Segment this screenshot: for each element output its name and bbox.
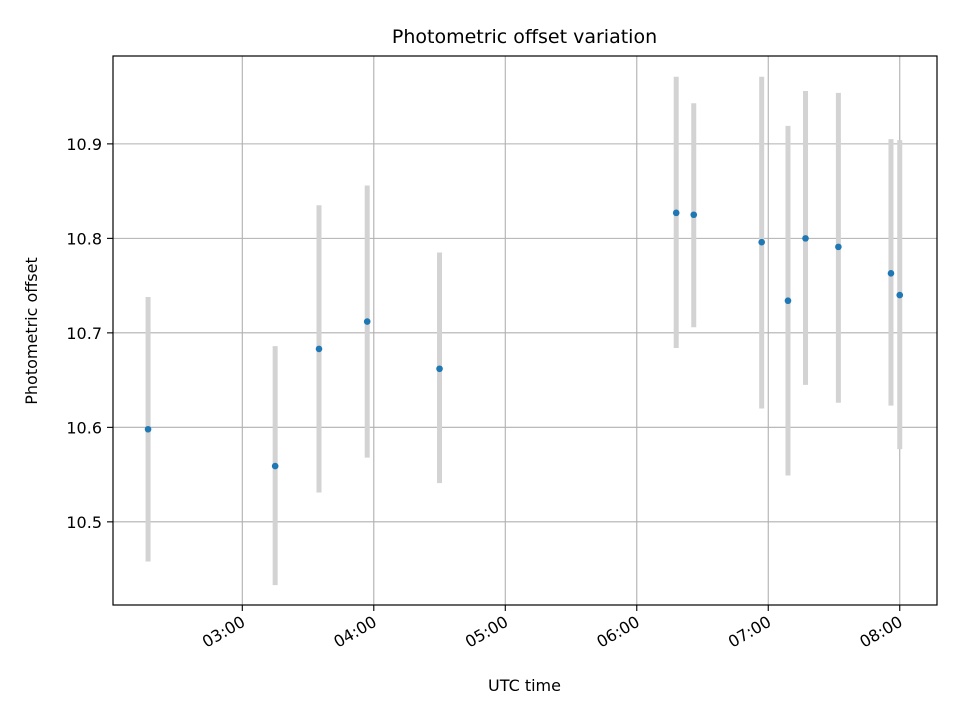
data-point	[144, 425, 152, 433]
data-point	[271, 462, 279, 470]
data-points	[144, 209, 904, 470]
data-point	[802, 235, 809, 242]
data-point	[436, 365, 443, 373]
data-point	[896, 291, 904, 299]
data-point	[363, 318, 371, 325]
y-axis-label: Photometric offset	[22, 257, 41, 405]
data-point	[690, 211, 698, 219]
plot-frame	[112, 55, 938, 606]
y-tick-label: 10.7	[66, 324, 102, 343]
y-tick-label: 10.6	[66, 418, 102, 437]
x-axis-label: UTC time	[488, 676, 561, 695]
data-point	[835, 243, 842, 251]
data-point	[784, 297, 792, 305]
data-point	[672, 209, 680, 217]
chart-title: Photometric offset variation	[392, 26, 657, 48]
y-axis-ticks: 10.5 10.6 10.7 10.8 10.9	[66, 135, 113, 532]
y-tick-label: 10.5	[66, 513, 102, 532]
y-tick-label: 10.9	[66, 135, 102, 154]
data-point	[887, 270, 895, 277]
y-tick-label: 10.8	[66, 229, 102, 248]
data-point	[315, 345, 323, 353]
data-point	[758, 238, 765, 246]
